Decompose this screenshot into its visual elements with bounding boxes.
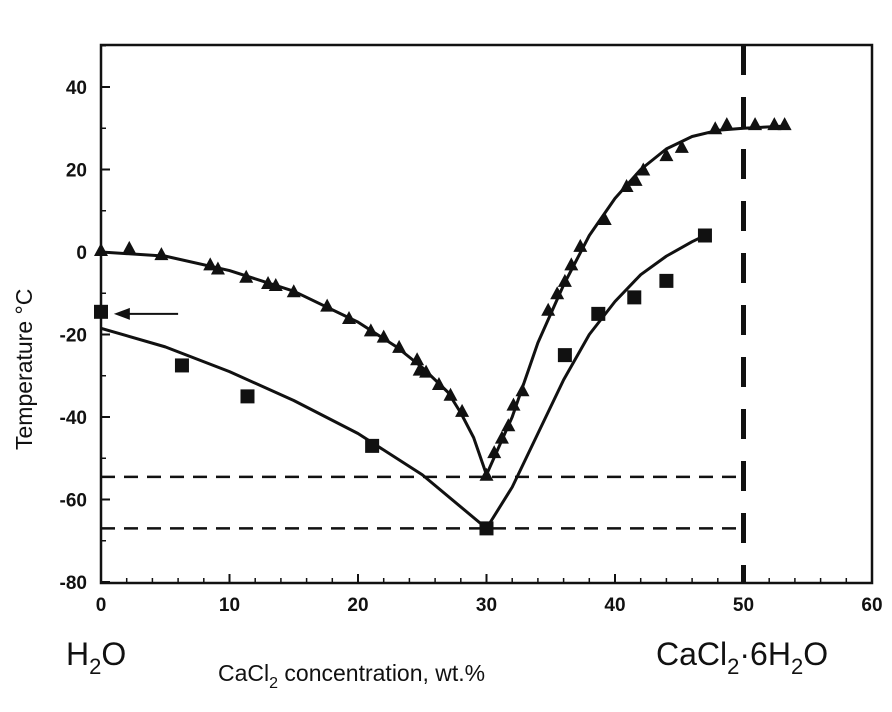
triangle-point: [392, 339, 407, 353]
triangle-point: [363, 323, 378, 337]
x-tick-label: 50: [733, 595, 754, 616]
triangle-point: [767, 117, 782, 131]
triangle-point: [479, 467, 494, 481]
triangle-point: [564, 257, 579, 271]
triangle-point: [342, 311, 357, 324]
square-point: [697, 228, 712, 243]
x-tick-label: 10: [219, 595, 240, 616]
triangle-point: [777, 117, 792, 131]
y-tick-label: 40: [66, 78, 87, 99]
triangle-point: [443, 387, 458, 401]
triangle-point: [210, 261, 225, 275]
triangle-point: [619, 179, 634, 192]
triangle-point: [597, 212, 612, 225]
square-point: [479, 521, 494, 536]
y-tick-label: -80: [60, 573, 87, 594]
triangle-point: [674, 139, 689, 153]
triangle-point: [708, 121, 723, 135]
triangle-point: [122, 240, 137, 254]
square-point: [659, 273, 674, 288]
triangle-point: [94, 242, 108, 256]
x-tick-label: 30: [476, 595, 497, 616]
triangle-point: [573, 238, 588, 252]
square-point: [365, 438, 380, 453]
y-tick-label: -20: [60, 326, 87, 347]
triangle-point: [320, 298, 335, 312]
water-label: H2O: [66, 636, 126, 679]
triangle-point: [506, 397, 521, 411]
triangle-point: [419, 364, 434, 378]
triangle-point: [628, 172, 643, 186]
triangle-point: [541, 302, 556, 316]
y-tick-label: -60: [60, 491, 87, 512]
triangle-point: [550, 286, 565, 300]
square-point: [591, 306, 606, 321]
triangle-point: [748, 117, 763, 131]
x-axis-label: CaCl2 concentration, wt.%: [218, 660, 485, 692]
y-tick-label: -40: [60, 408, 87, 429]
triangle-point: [515, 383, 530, 397]
triangle-point: [659, 148, 674, 162]
y-axis-label: Temperature °C: [11, 289, 37, 450]
triangle-point: [261, 275, 276, 289]
lower-left-curve: [100, 326, 488, 530]
y-tick-label: 0: [76, 243, 87, 264]
triangle-point: [286, 284, 301, 298]
triangle-point: [719, 117, 734, 131]
triangle-point: [239, 269, 254, 283]
triangle-point: [501, 418, 516, 432]
y-tick-label: 20: [66, 161, 87, 182]
arrow-head-icon: [113, 307, 130, 320]
x-tick-label: 20: [347, 595, 368, 616]
square-point: [240, 389, 255, 404]
x-tick-label: 60: [861, 595, 882, 616]
square-point: [94, 304, 108, 319]
square-point: [557, 348, 572, 363]
triangle-point: [636, 162, 651, 176]
x-tick-label: 40: [604, 595, 625, 616]
triangle-point: [410, 352, 425, 366]
triangle-point: [455, 403, 470, 417]
square-point: [174, 358, 189, 373]
triangle-point: [494, 430, 509, 444]
triangle-point: [557, 273, 572, 287]
triangle-point: [376, 329, 391, 343]
triangle-point: [487, 445, 502, 459]
x-tick-label: 0: [96, 595, 107, 616]
triangle-point: [154, 247, 169, 261]
triangle-point: [203, 257, 218, 271]
hexahydrate-label: CaCl2·6H2O: [656, 636, 828, 679]
triangle-point: [268, 278, 283, 291]
square-point: [627, 290, 642, 305]
triangle-point: [431, 377, 446, 390]
